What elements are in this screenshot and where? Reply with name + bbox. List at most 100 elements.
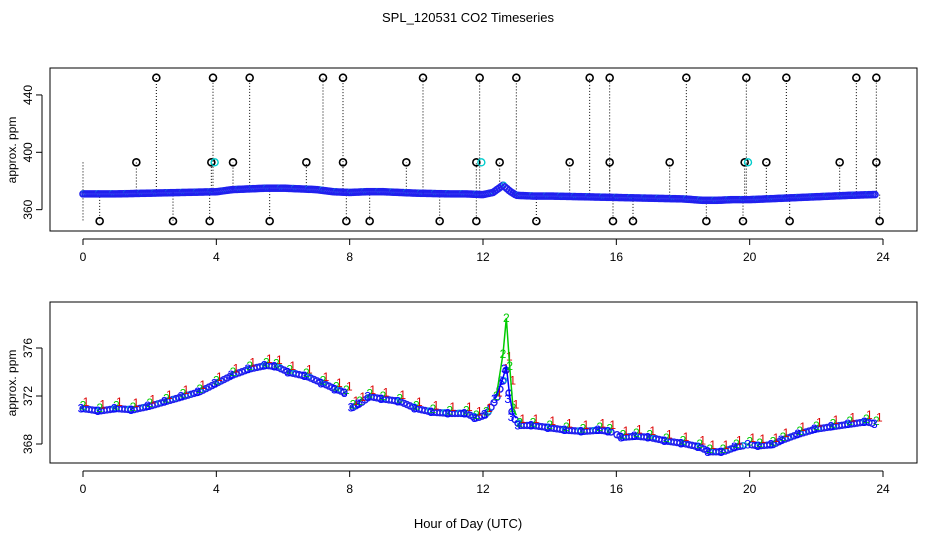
series-2-label: 2 xyxy=(663,431,670,445)
series-3-label: 3 xyxy=(794,427,801,441)
series-3-label: 3 xyxy=(704,445,711,459)
spike-mid-point xyxy=(302,158,311,167)
spike-mid-cyan-point xyxy=(210,158,219,167)
x-tick-label: 4 xyxy=(213,250,220,264)
series-3-label: 3 xyxy=(561,423,568,437)
x-axis-label: Hour of Day (UTC) xyxy=(414,516,522,531)
series-3-label: 3 xyxy=(544,421,551,435)
series-1-label: 1 xyxy=(533,412,540,426)
series-3-label: 3 xyxy=(144,399,151,413)
series-1-label: 1 xyxy=(566,417,573,431)
series-3-label: 3 xyxy=(578,424,585,438)
x-tick-label: 0 xyxy=(80,482,87,496)
x-tick-label: 4 xyxy=(213,482,220,496)
series-2-label: 2 xyxy=(846,414,853,428)
series-1-label: 1 xyxy=(383,385,390,399)
series-2-label: 2 xyxy=(546,418,553,432)
series-3-cyan-point xyxy=(126,405,133,412)
series-3-label: 3 xyxy=(111,402,118,416)
series-2-label: 2 xyxy=(516,415,523,429)
series-2-label: 2 xyxy=(273,357,280,371)
spike-mid-point xyxy=(338,158,348,167)
x-tick-label: 12 xyxy=(476,482,490,496)
spike-low-point xyxy=(205,216,214,226)
series-2-label: 2 xyxy=(396,391,403,405)
spike-mid-point xyxy=(835,158,844,167)
series-1-label: 1 xyxy=(773,431,780,445)
x-tick-label: 12 xyxy=(476,250,490,264)
y-tick-label: 372 xyxy=(21,386,35,406)
series-1-label: 1 xyxy=(759,432,766,446)
series-1-label: 1 xyxy=(509,373,516,387)
series-3-label: 3 xyxy=(501,362,508,376)
spike-high-point xyxy=(872,73,881,83)
spike-low-point xyxy=(702,216,711,226)
series-3-label: 3 xyxy=(354,397,361,411)
series-1-label: 1 xyxy=(496,385,503,399)
series-3-label: 3 xyxy=(844,417,851,431)
series-3-label: 3 xyxy=(94,404,101,418)
series-2-label: 2 xyxy=(596,420,603,434)
series-2-label: 2 xyxy=(680,433,687,447)
spike-low-point xyxy=(342,216,351,226)
series-3-peak-line xyxy=(494,365,517,419)
series-1-label: 1 xyxy=(816,415,823,429)
spike-low-point xyxy=(785,216,794,226)
series-2-label: 2 xyxy=(563,420,570,434)
series-3-label: 3 xyxy=(394,394,401,408)
series-1-label: 1 xyxy=(599,417,606,431)
spike-low-point xyxy=(365,216,374,226)
spike-mid-point xyxy=(762,158,771,167)
series-3-label: 3 xyxy=(318,376,325,390)
series-3-label: 3 xyxy=(528,418,535,432)
series-3-label: 3 xyxy=(618,430,625,444)
series-2-label: 2 xyxy=(96,401,103,415)
series-1-label: 1 xyxy=(133,396,140,410)
series-3-cyan-point xyxy=(741,441,748,448)
series-3-label: 3 xyxy=(244,362,251,376)
series-3-label: 3 xyxy=(514,418,521,432)
series-2-label: 2 xyxy=(80,399,87,413)
spike-high-point xyxy=(338,73,348,83)
series-1-label: 1 xyxy=(369,383,376,397)
x-tick-label: 0 xyxy=(80,250,87,264)
series-2-label: 2 xyxy=(320,373,327,387)
series-3-label: 3 xyxy=(271,360,278,374)
series-1-label: 1 xyxy=(433,399,440,413)
series-1-label: 1 xyxy=(359,390,366,404)
series-3-cyan-point xyxy=(756,441,763,448)
series-3-label: 3 xyxy=(504,392,511,406)
x-tick-label: 24 xyxy=(876,482,890,496)
series-3-point xyxy=(865,418,873,427)
series-2-label: 2 xyxy=(446,403,453,417)
spike-high-point xyxy=(245,73,254,83)
series-2-label: 2 xyxy=(606,421,613,435)
y-tick-label: 440 xyxy=(21,85,35,105)
series-1-label: 1 xyxy=(736,433,743,447)
y-tick-label: 368 xyxy=(21,434,35,454)
series-3-label: 3 xyxy=(428,405,435,419)
series-1-label: 1 xyxy=(683,430,690,444)
series-2-label: 2 xyxy=(343,383,350,397)
series-1-label: 1 xyxy=(849,411,856,425)
spike-low-point xyxy=(738,216,748,226)
spike-mid-point xyxy=(665,158,674,167)
series-2-label: 2 xyxy=(830,417,837,431)
spike-low-point xyxy=(472,216,481,226)
series-1-label: 1 xyxy=(486,401,493,415)
series-1-label: 1 xyxy=(513,397,520,411)
series-2-label: 2 xyxy=(530,415,537,429)
series-3-label: 3 xyxy=(411,402,418,416)
series-2-label: 2 xyxy=(230,365,237,379)
series-1-label: 1 xyxy=(216,370,223,384)
spike-mid-point xyxy=(565,158,574,167)
chart-title: SPL_120531 CO2 Timeseries xyxy=(382,10,554,25)
series-3-cyan-point xyxy=(336,386,343,392)
series-3-cyan-point xyxy=(456,409,463,416)
series-2-label: 2 xyxy=(196,382,203,396)
series-1-label: 1 xyxy=(199,378,206,392)
spike-mid-point xyxy=(207,158,216,167)
series-1-label: 1 xyxy=(623,424,630,438)
spike-low-point xyxy=(532,216,541,226)
